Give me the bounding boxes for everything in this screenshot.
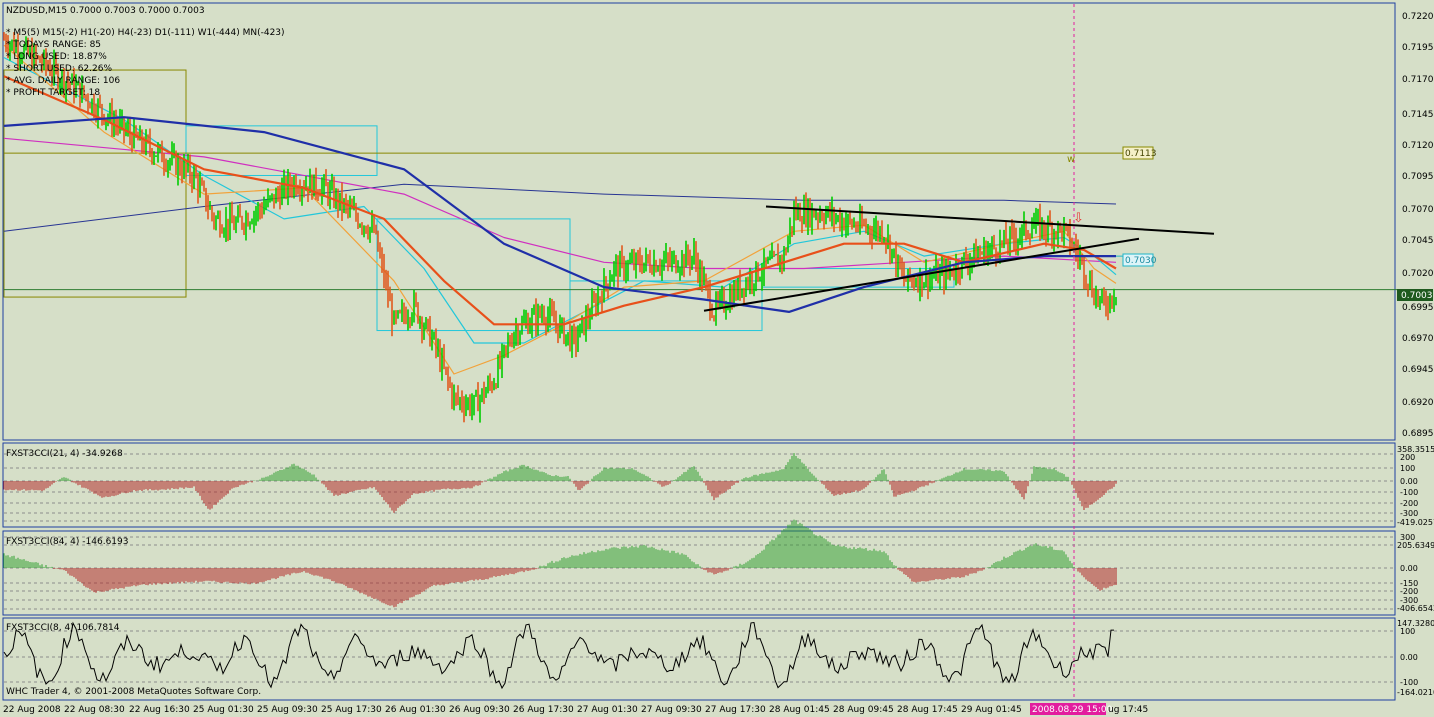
cci-1-tick: -300 — [1400, 509, 1418, 518]
price-tick: 0.7195 — [1402, 43, 1434, 53]
cci-1-tick: 200 — [1400, 453, 1415, 462]
current-price-tag-box — [1397, 289, 1433, 301]
cci-3-line — [3, 621, 1114, 690]
cci-3-tick: -100 — [1400, 678, 1418, 687]
time-tick: 26 Aug 09:30 — [449, 705, 510, 715]
copyright-text: WHC Trader 4, © 2001-2008 MetaQuotes Sof… — [6, 687, 261, 697]
cci-2-tick: 300 — [1400, 533, 1415, 542]
time-tick: 25 Aug 09:30 — [257, 705, 318, 715]
price-tick: 0.6920 — [1402, 398, 1434, 408]
price-tick: 0.6945 — [1402, 365, 1434, 375]
range-box-cyan — [569, 280, 763, 332]
cci-2-tick: 0.00 — [1400, 564, 1418, 573]
time-tick: 26 Aug 01:30 — [385, 705, 446, 715]
time-tick: 22 Aug 2008 — [3, 705, 61, 715]
time-tick: 26 Aug 17:30 — [513, 705, 574, 715]
main-price-panel[interactable] — [2, 2, 1396, 441]
level-tag-lower: 0.7030 — [1125, 256, 1157, 266]
price-tick: 0.7220 — [1402, 12, 1434, 22]
price-tick: 0.6895 — [1402, 429, 1434, 439]
cci-3-label: FXST3CCI(8, 4) 106.7814 — [6, 623, 120, 633]
time-axis: 22 Aug 2008 22 Aug 08:30 22 Aug 16:30 25… — [3, 703, 1148, 715]
cci-panel-1[interactable] — [2, 442, 1396, 528]
time-tick: 25 Aug 17:30 — [321, 705, 382, 715]
price-tick: 0.6970 — [1402, 334, 1434, 344]
wave-label: w — [1067, 154, 1075, 165]
price-tick: 0.7020 — [1402, 269, 1434, 279]
time-highlight: 2008.08.29 15:00 — [1032, 705, 1113, 715]
price-axis: 0.7220 0.7195 0.7170 0.7145 0.7120 0.709… — [1402, 12, 1434, 439]
cci-1-tick: 100 — [1400, 464, 1415, 473]
info-line-profit-target: * PROFIT TARGET: 18 — [6, 88, 100, 98]
trendline — [703, 237, 1140, 312]
info-block: * M5(5) M15(-2) H1(-20) H4(-23) D1(-111)… — [6, 28, 285, 98]
cci-3-min: -164.0210 — [1397, 688, 1434, 697]
cci-2-scale: 300 205.6349 0.00 -150 -200 -300 -406.65… — [1397, 533, 1434, 613]
cci-1-min: -419.0257 — [1397, 518, 1434, 527]
trendline — [765, 205, 1215, 235]
cci-1-tick: -100 — [1400, 488, 1418, 497]
current-price-tag: 0.7003 — [1401, 291, 1433, 301]
main-panel-plot — [3, 4, 1404, 700]
time-tick: 25 Aug 01:30 — [193, 705, 254, 715]
price-tick: 0.7095 — [1402, 172, 1434, 182]
info-line-periods: * M5(5) M15(-2) H1(-20) H4(-23) D1(-111)… — [6, 28, 285, 38]
cci-2-max: 205.6349 — [1397, 541, 1434, 550]
info-line-long-used: * LONG USED: 18.87% — [6, 52, 107, 62]
price-tick: 0.7145 — [1402, 110, 1434, 120]
symbol-header: NZDUSD,M15 0.7000 0.7003 0.7000 0.7003 — [6, 6, 205, 16]
price-tick: 0.7070 — [1402, 205, 1434, 215]
cci-2-tick: -200 — [1400, 587, 1418, 596]
ma-long-line — [3, 183, 1117, 232]
time-highlight-box — [1030, 703, 1106, 715]
cci-1-label: FXST3CCI(21, 4) -34.9268 — [6, 449, 123, 459]
ma-red-line — [3, 75, 1117, 326]
cci-2-tick: -150 — [1400, 579, 1418, 588]
cci-2-label: FXST3CCI(84, 4) -146.6193 — [6, 537, 128, 547]
cci-1-max: 358.3515 — [1397, 445, 1434, 454]
time-tick: 29 Aug 01:45 — [961, 705, 1022, 715]
time-tick: 28 Aug 09:45 — [833, 705, 894, 715]
price-tick: 0.7120 — [1402, 141, 1434, 151]
ma-slow-line — [3, 116, 1116, 313]
cci-panel-3[interactable] — [2, 617, 1396, 701]
info-line-avg-daily-range: * AVG. DAILY RANGE: 106 — [6, 76, 120, 86]
range-box-cyan — [376, 218, 571, 332]
time-tick: 27 Aug 17:30 — [705, 705, 766, 715]
time-tick: 27 Aug 01:30 — [577, 705, 638, 715]
cci-2-min: -406.6542 — [1397, 604, 1434, 613]
time-tick-last: ug 17:45 — [1108, 705, 1148, 715]
level-tag-upper: 0.7113 — [1125, 149, 1157, 159]
sell-arrow-icon: ⇩ — [1073, 211, 1084, 226]
range-box-cyan — [185, 125, 378, 176]
time-tick: 28 Aug 01:45 — [769, 705, 830, 715]
cci-1-scale: 358.3515 200 100 0.00 -100 -200 -300 -41… — [1397, 445, 1434, 527]
cci-3-max: 147.3280 — [1397, 619, 1434, 628]
price-tick: 0.7045 — [1402, 236, 1434, 246]
cci-panels-plot — [3, 453, 1394, 690]
cci-2-tick: -300 — [1400, 596, 1418, 605]
ma-orange-line — [3, 44, 1117, 375]
cci-1-tick: -200 — [1400, 499, 1418, 508]
info-line-short-used: * SHORT USED: 62.26% — [6, 64, 112, 74]
price-tick: 0.7170 — [1402, 75, 1434, 85]
cci-1-tick: 0.00 — [1400, 477, 1418, 486]
cci-3-scale: 147.3280 100 0.00 -100 -164.0210 — [1397, 619, 1434, 697]
time-tick: 28 Aug 17:45 — [897, 705, 958, 715]
level-tag-upper-box — [1122, 146, 1154, 160]
price-tick: 0.6995 — [1402, 303, 1434, 313]
info-line-todays-range: * TODAYS RANGE: 85 — [6, 40, 101, 50]
cci-3-tick: 100 — [1400, 627, 1415, 636]
time-tick: 22 Aug 16:30 — [129, 705, 190, 715]
cci-3-tick: 0.00 — [1400, 653, 1418, 662]
cci-panel-2[interactable] — [2, 530, 1396, 616]
level-tag-lower-box — [1122, 253, 1154, 267]
time-tick: 27 Aug 09:30 — [641, 705, 702, 715]
time-tick: 22 Aug 08:30 — [64, 705, 125, 715]
